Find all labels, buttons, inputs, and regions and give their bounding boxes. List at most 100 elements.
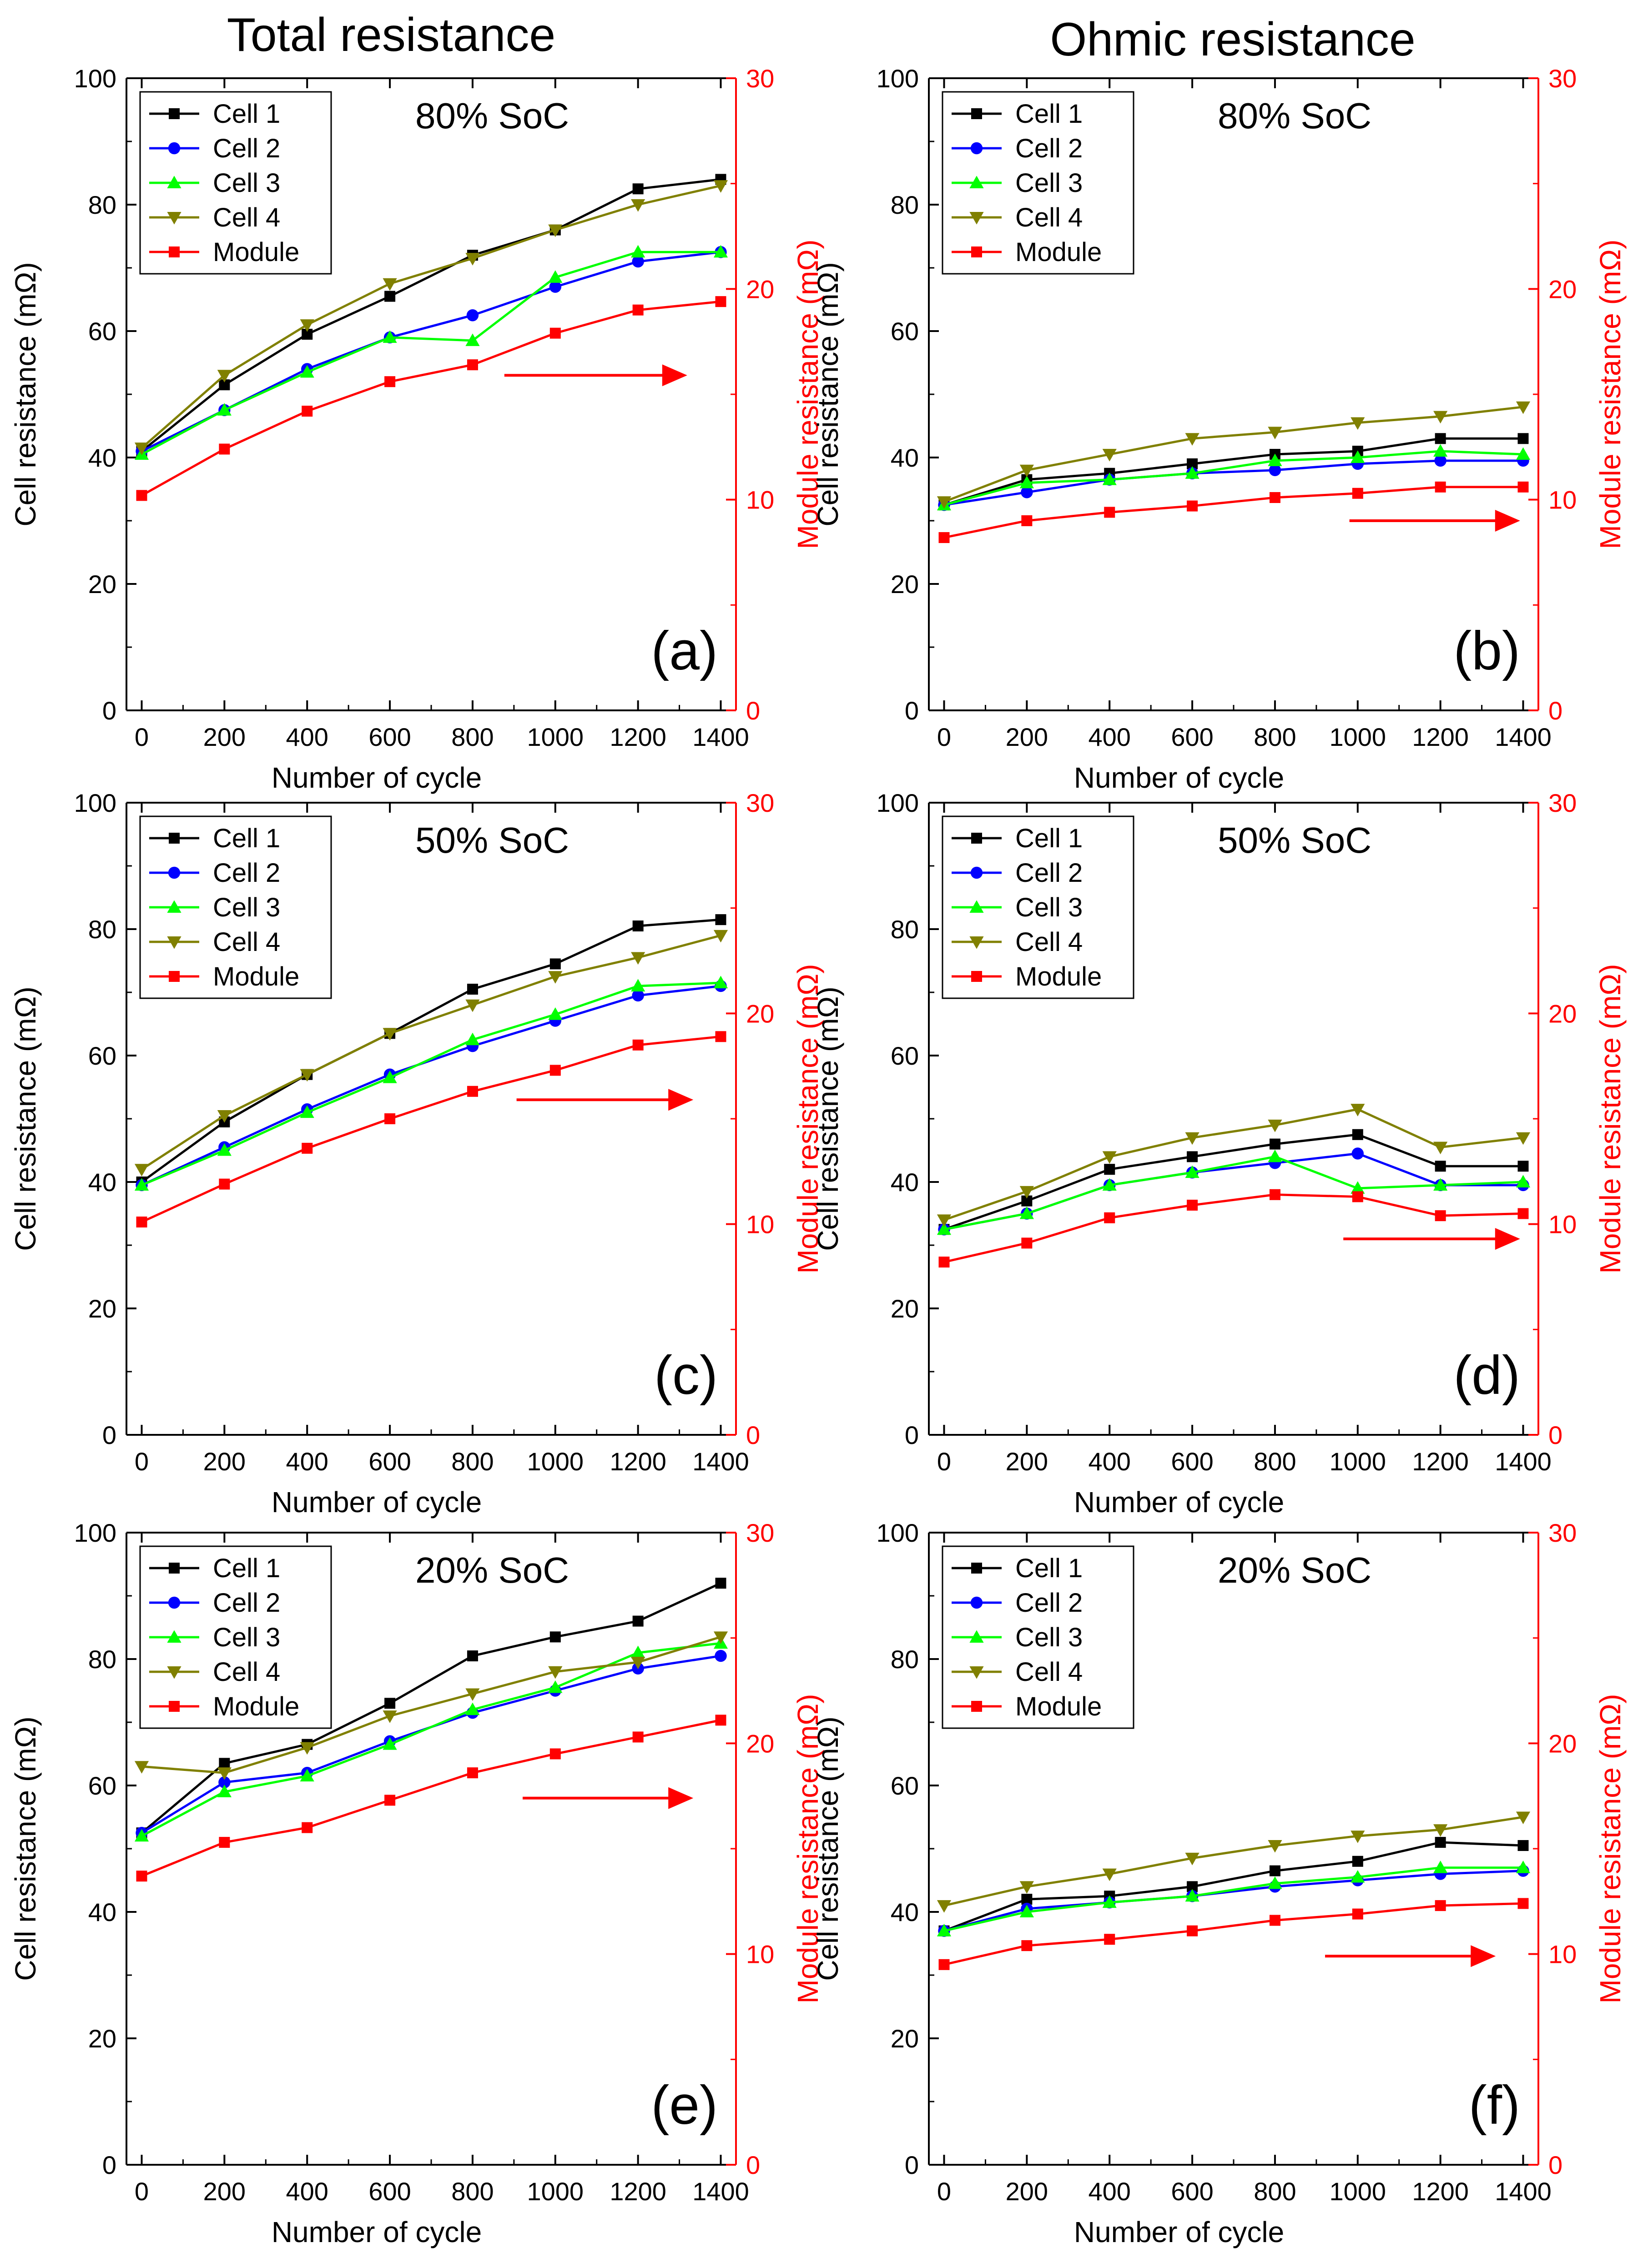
- data-point: [134, 443, 149, 455]
- data-point: [300, 1105, 314, 1118]
- y2-tick-label: 30: [1548, 789, 1577, 817]
- x-tick-label: 0: [135, 2177, 149, 2206]
- data-point: [300, 1742, 314, 1755]
- x-tick-label: 0: [135, 723, 149, 751]
- y-axis-label: Cell resistance (mΩ): [811, 1716, 844, 1981]
- data-point: [1021, 486, 1033, 498]
- legend-label: Cell 4: [1015, 1657, 1083, 1687]
- x-tick-label: 800: [1254, 723, 1296, 751]
- data-point: [217, 370, 232, 382]
- data-point: [1516, 1175, 1531, 1187]
- module-axis-arrow-head: [668, 1089, 694, 1111]
- legend-label: Cell 1: [1015, 824, 1083, 853]
- legend-label: Module: [213, 237, 299, 267]
- y2-tick-label: 30: [746, 789, 774, 817]
- y-tick-label: 60: [891, 1771, 919, 1800]
- panel-label: (b): [1453, 620, 1520, 681]
- y2-tick-label: 10: [1548, 1940, 1577, 1969]
- series-line-cell-2: [944, 459, 1523, 506]
- data-point: [219, 1758, 230, 1769]
- data-point: [1104, 1212, 1115, 1223]
- x-axis-label: Number of cycle: [272, 761, 482, 794]
- module-axis-arrow-head: [1471, 1945, 1496, 1967]
- data-point: [136, 1871, 147, 1882]
- data-point: [1104, 507, 1115, 518]
- y-tick-label: 60: [891, 317, 919, 346]
- y2-axis-label: Module resistance (mΩ): [1594, 1694, 1627, 2004]
- y-tick-label: 60: [891, 1041, 919, 1070]
- module-axis-arrow-head: [1495, 510, 1520, 532]
- data-point: [631, 245, 645, 258]
- data-point: [1268, 1119, 1282, 1132]
- data-point: [632, 1039, 644, 1051]
- data-point: [1517, 1161, 1529, 1172]
- data-point: [217, 403, 232, 416]
- soc-annotation: 50% SoC: [415, 820, 569, 860]
- data-point: [632, 1731, 644, 1743]
- legend-label: Module: [213, 962, 299, 991]
- legend-label: Cell 3: [1015, 1623, 1083, 1652]
- data-point: [302, 1142, 313, 1154]
- legend-marker: [168, 866, 181, 879]
- soc-annotation: 80% SoC: [1218, 96, 1371, 136]
- data-point: [632, 989, 644, 1002]
- data-point: [300, 319, 314, 332]
- y-tick-label: 40: [891, 1898, 919, 1926]
- x-tick-label: 1200: [610, 1447, 666, 1476]
- y2-tick-label: 0: [1548, 1421, 1562, 1449]
- data-point: [1433, 1861, 1448, 1873]
- x-tick-label: 0: [937, 723, 951, 751]
- series-line-cell-3: [943, 450, 1523, 506]
- y-tick-label: 20: [891, 1294, 919, 1323]
- y2-tick-label: 10: [746, 1210, 774, 1239]
- data-point: [1352, 1908, 1363, 1920]
- x-tick-label: 1400: [692, 723, 749, 751]
- y2-tick-label: 20: [746, 275, 774, 303]
- data-point: [1102, 473, 1117, 485]
- data-point: [383, 1028, 397, 1041]
- x-tick-label: 1200: [610, 723, 666, 751]
- legend-label: Cell 2: [213, 134, 280, 163]
- y-tick-label: 100: [877, 789, 919, 817]
- data-point: [1102, 1151, 1117, 1164]
- data-point: [384, 1795, 396, 1806]
- y-tick-label: 40: [891, 443, 919, 472]
- module-axis-arrow-head: [668, 1787, 694, 1809]
- series-line-module: [943, 1902, 1523, 1966]
- legend-marker: [970, 142, 983, 155]
- y-tick-label: 100: [877, 64, 919, 93]
- y-tick-label: 20: [88, 2024, 116, 2053]
- data-point: [938, 1959, 950, 1970]
- legend-label: Module: [1015, 237, 1102, 267]
- data-point: [1433, 1178, 1448, 1191]
- x-tick-label: 800: [451, 723, 494, 751]
- y-tick-label: 20: [88, 1294, 116, 1323]
- x-tick-label: 200: [1006, 723, 1048, 751]
- data-point: [1433, 1142, 1448, 1155]
- data-point: [134, 1164, 149, 1177]
- data-point: [384, 291, 396, 302]
- legend-marker: [970, 866, 983, 879]
- x-tick-label: 1000: [1329, 1447, 1386, 1476]
- x-tick-label: 200: [203, 2177, 246, 2206]
- data-point: [1268, 1149, 1282, 1162]
- y-tick-label: 20: [891, 2024, 919, 2053]
- y2-tick-label: 20: [746, 1729, 774, 1758]
- legend-marker: [168, 1596, 181, 1609]
- data-point: [1102, 1178, 1117, 1191]
- x-tick-label: 800: [1254, 2177, 1296, 2206]
- data-point: [713, 930, 728, 943]
- legend-marker: [169, 833, 180, 844]
- data-point: [1269, 1865, 1280, 1876]
- series-line-cell-4: [943, 1108, 1523, 1221]
- x-tick-label: 1400: [1495, 723, 1552, 751]
- data-point: [1102, 1868, 1117, 1881]
- data-point: [937, 1222, 952, 1235]
- legend-marker: [971, 246, 982, 257]
- x-tick-label: 1200: [1412, 723, 1469, 751]
- y-tick-label: 0: [905, 696, 919, 725]
- y2-tick-label: 20: [1548, 1729, 1577, 1758]
- data-point: [549, 958, 561, 970]
- data-point: [1516, 447, 1531, 460]
- y2-tick-label: 30: [746, 1519, 774, 1547]
